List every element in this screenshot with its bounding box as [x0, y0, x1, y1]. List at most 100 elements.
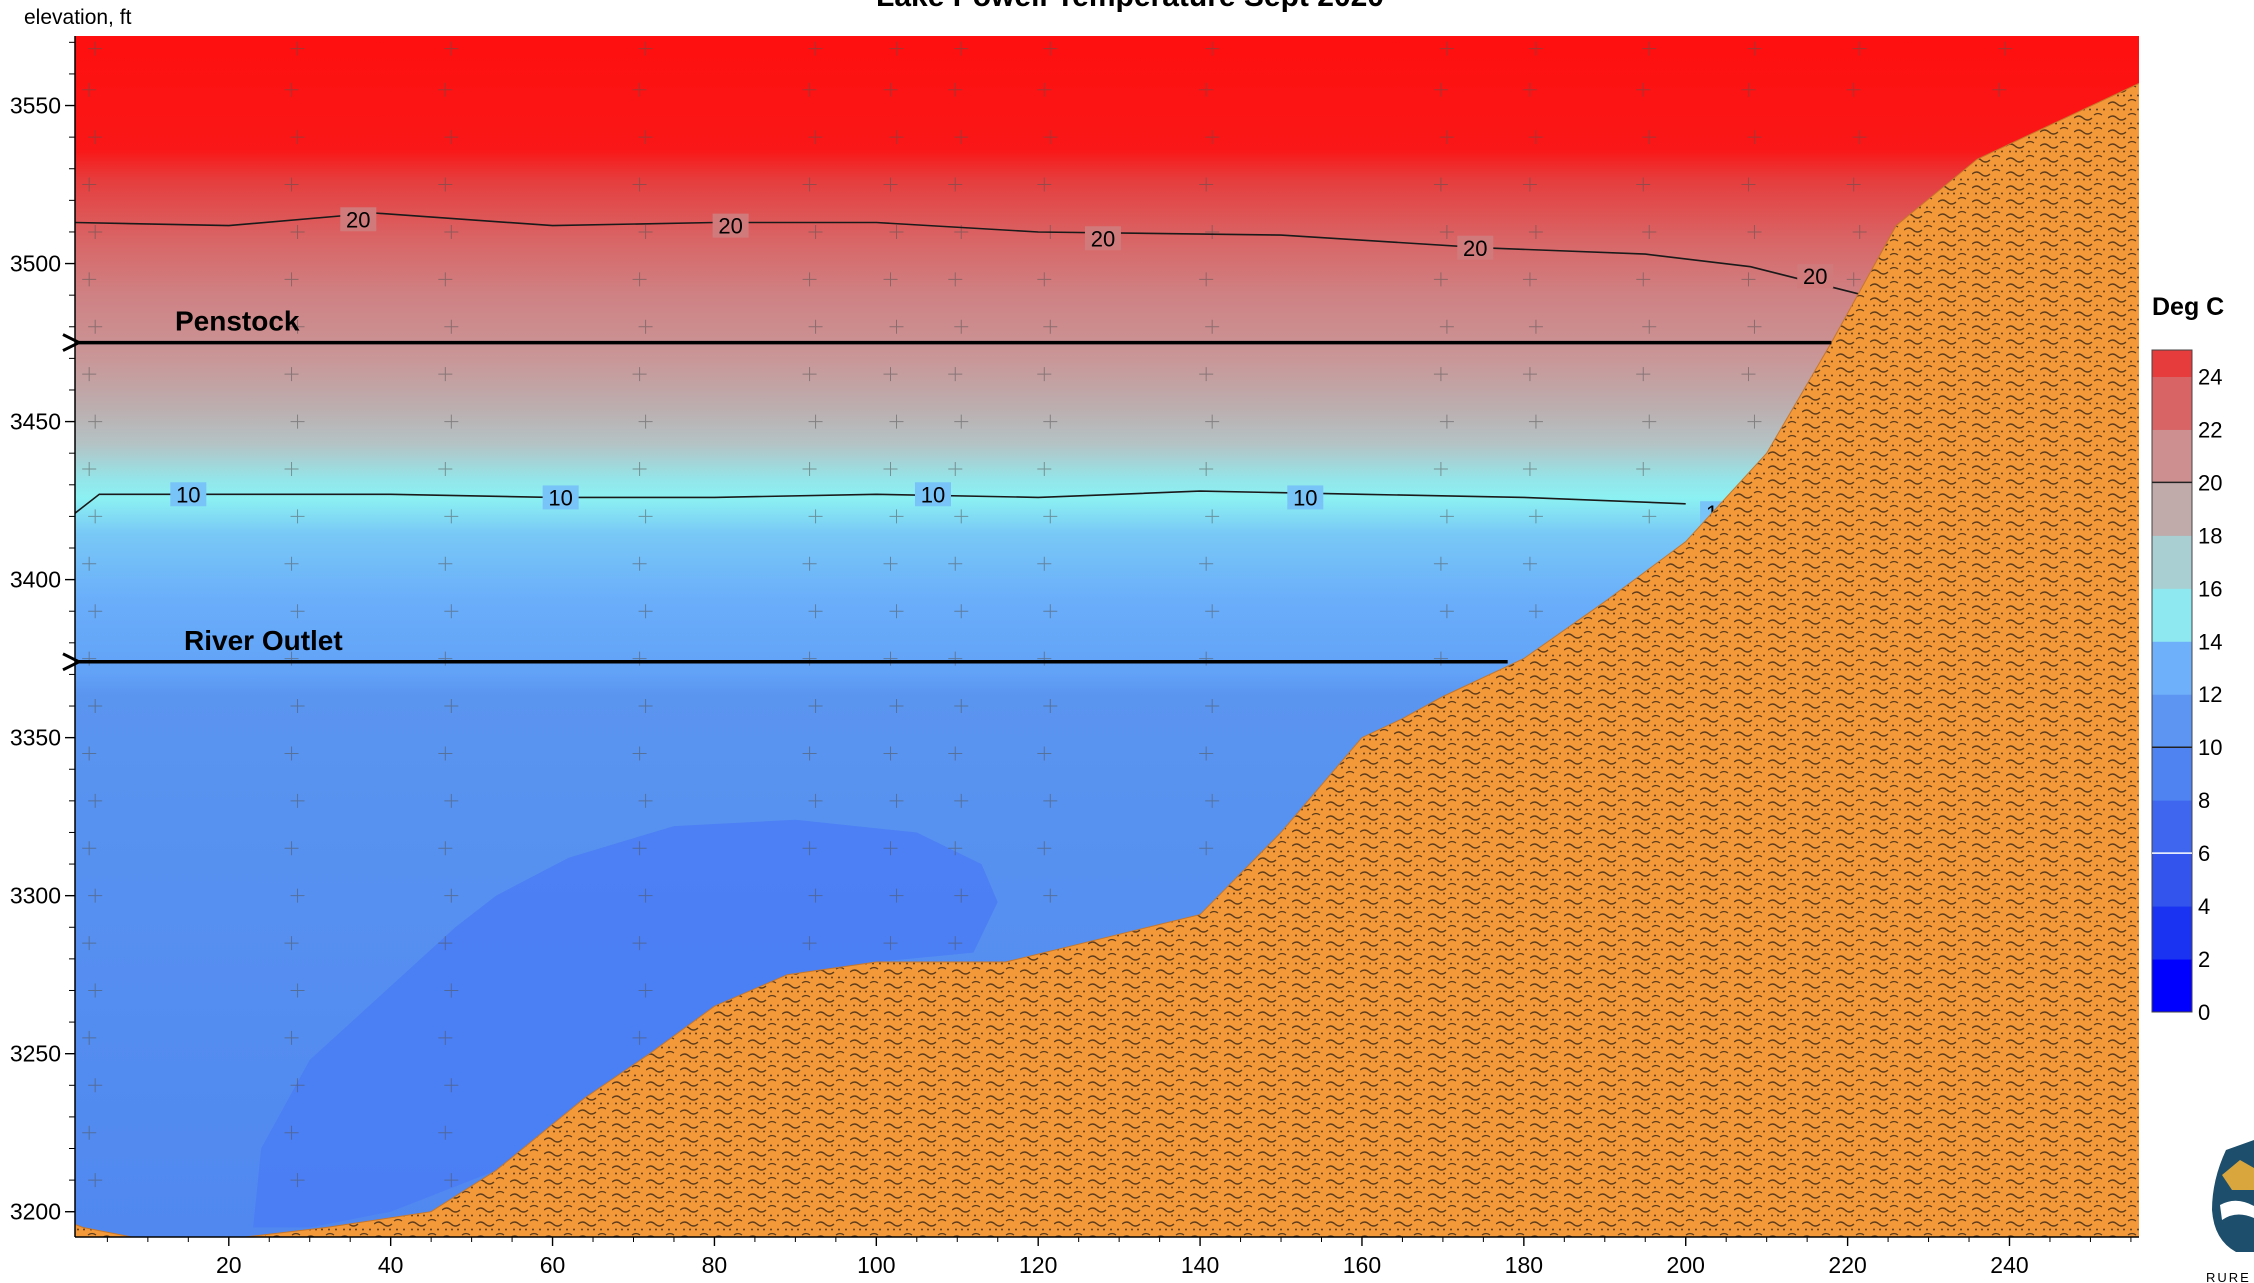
profile-marker: [438, 461, 453, 476]
profile-marker: [954, 130, 969, 145]
profile-marker: [1439, 414, 1454, 429]
y-tick-label: 3500: [10, 251, 61, 277]
profile-marker: [1642, 130, 1657, 145]
profile-marker: [1043, 319, 1058, 334]
x-tick-label: 220: [1828, 1252, 1866, 1278]
profile-marker: [1439, 41, 1454, 56]
profile-marker: [1636, 177, 1651, 192]
profile-marker: [1528, 509, 1543, 524]
profile-marker: [883, 746, 898, 761]
profile-marker: [638, 414, 653, 429]
isotherm-label: 20: [346, 207, 370, 232]
isotherm-label: 20: [1091, 226, 1115, 251]
reclamation-logo-icon: [2212, 1140, 2254, 1252]
profile-marker: [889, 224, 904, 239]
profile-marker: [438, 1125, 453, 1140]
profile-marker: [808, 319, 823, 334]
y-tick-label: 3550: [10, 93, 61, 119]
profile-marker: [638, 699, 653, 714]
profile-marker: [632, 461, 647, 476]
profile-marker: [290, 414, 305, 429]
profile-marker: [1043, 130, 1058, 145]
profile-marker: [438, 367, 453, 382]
x-tick-label: 40: [378, 1252, 404, 1278]
profile-marker: [444, 1078, 459, 1093]
profile-marker: [1205, 224, 1220, 239]
profile-marker: [284, 1030, 299, 1045]
profile-marker: [1636, 272, 1651, 287]
y-tick-label: 3300: [10, 883, 61, 909]
profile-marker: [802, 82, 817, 97]
profile-marker: [954, 509, 969, 524]
profile-marker: [948, 936, 963, 951]
profile-marker: [1642, 41, 1657, 56]
profile-marker: [284, 841, 299, 856]
profile-marker: [1199, 272, 1214, 287]
colorbar-cell: [2152, 853, 2192, 907]
profile-marker: [889, 604, 904, 619]
profile-marker: [1433, 461, 1448, 476]
colorbar-tick-label: 0: [2198, 1000, 2210, 1025]
profile-marker: [82, 461, 97, 476]
profile-marker: [284, 82, 299, 97]
profile-marker: [948, 272, 963, 287]
profile-marker: [1439, 130, 1454, 145]
profile-marker: [802, 746, 817, 761]
profile-marker: [883, 177, 898, 192]
isotherm-label-gap: [170, 482, 207, 507]
profile-marker: [1199, 461, 1214, 476]
profile-marker: [808, 130, 823, 145]
profile-marker: [444, 41, 459, 56]
profile-marker: [1205, 319, 1220, 334]
y-tick-label: 3400: [10, 567, 61, 593]
profile-marker: [808, 41, 823, 56]
profile-marker: [290, 1173, 305, 1188]
profile-marker: [88, 604, 103, 619]
colorbar-tick-label: 14: [2198, 629, 2222, 654]
colorbar-cell: [2152, 482, 2192, 536]
profile-marker: [889, 41, 904, 56]
profile-marker: [1642, 224, 1657, 239]
profile-marker: [889, 130, 904, 145]
profile-marker: [1199, 82, 1214, 97]
x-tick-label: 140: [1181, 1252, 1219, 1278]
profile-marker: [808, 793, 823, 808]
profile-marker: [82, 82, 97, 97]
logo-text: RURE: [2206, 1270, 2251, 1283]
y-tick-label: 3200: [10, 1199, 61, 1225]
profile-marker: [438, 177, 453, 192]
profile-marker: [883, 936, 898, 951]
profile-marker: [1528, 319, 1543, 334]
profile-marker: [290, 319, 305, 334]
cold-water-pocket: [253, 819, 998, 1228]
profile-marker: [889, 414, 904, 429]
colorbar-cell: [2152, 959, 2192, 1013]
profile-marker: [1037, 177, 1052, 192]
profile-marker: [88, 414, 103, 429]
profile-marker: [883, 272, 898, 287]
colorbar-cell: [2152, 800, 2192, 854]
profile-marker: [438, 82, 453, 97]
withdrawal-label: Penstock: [175, 306, 300, 337]
withdrawal-label: River Outlet: [184, 625, 343, 656]
profile-marker: [1433, 272, 1448, 287]
profile-marker: [638, 604, 653, 619]
profile-marker: [1528, 224, 1543, 239]
profile-marker: [948, 841, 963, 856]
colorbar-tick-label: 16: [2198, 576, 2222, 601]
profile-marker: [1043, 699, 1058, 714]
y-axis-label: elevation, ft: [24, 6, 132, 29]
profile-marker: [1642, 414, 1657, 429]
profile-marker: [88, 983, 103, 998]
profile-marker: [1642, 509, 1657, 524]
profile-marker: [632, 556, 647, 571]
profile-marker: [1741, 177, 1756, 192]
profile-marker: [1852, 224, 1867, 239]
profile-marker: [802, 556, 817, 571]
isotherm-label: 10: [1293, 485, 1317, 510]
x-tick-label: 180: [1505, 1252, 1543, 1278]
profile-marker: [1199, 367, 1214, 382]
profile-marker: [808, 699, 823, 714]
x-tick-label: 60: [540, 1252, 566, 1278]
